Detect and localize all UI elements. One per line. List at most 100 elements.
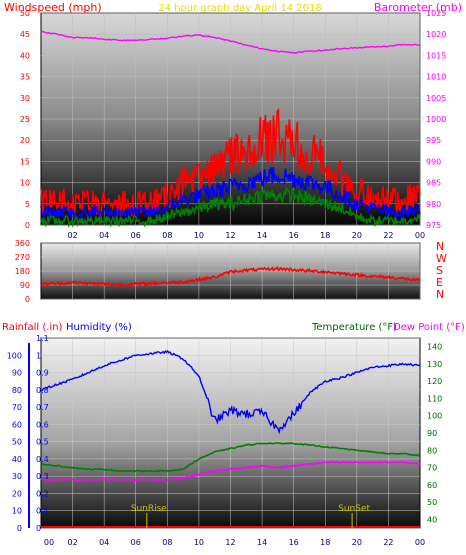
direction-panel-grid (41, 242, 421, 300)
humidity-tick-0: 0 (17, 524, 22, 533)
windspeed-title: Windspeed (mph) (4, 1, 102, 14)
rain-tick-0: 0 (36, 524, 41, 533)
dewpoint-title: Dew Point (°F) (393, 322, 465, 333)
direction-left-tick-0: 0 (25, 295, 30, 304)
climate-x-tick-11: 22 (383, 538, 393, 547)
climate-x-tick-8: 16 (289, 538, 299, 547)
wind-left-tick-1: 5 (25, 200, 30, 209)
wind-x-tick-8: 18 (320, 231, 330, 240)
humidity-tick-4: 40 (12, 455, 22, 464)
rain-tick-10: 1 (36, 351, 41, 360)
graph-date-title: 24 hour graph day April 14 2018 (158, 3, 321, 14)
temperature-tick-7: 110 (427, 394, 442, 403)
rain-tick-9: 0.9 (36, 369, 49, 378)
wind-left-tick-4: 20 (20, 136, 30, 145)
compass-label-2: W (436, 252, 447, 265)
wind-x-tick-1: 04 (99, 231, 109, 240)
wind-x-tick-4: 10 (194, 231, 204, 240)
wind-x-tick-3: 08 (162, 231, 172, 240)
humidity-series (40, 349, 421, 435)
wind-right-tick-9: 1020 (426, 30, 446, 39)
wind-x-tick-7: 16 (289, 231, 299, 240)
temperature-series (40, 442, 421, 473)
compass-label-3: S (436, 264, 443, 277)
climate-x-tick-6: 12 (225, 538, 235, 547)
climate-x-tick-9: 18 (320, 538, 330, 547)
wind-right-tick-1: 980 (426, 200, 441, 209)
rain-tick-11: 1.1 (36, 334, 49, 343)
climate-x-tick-5: 10 (194, 538, 204, 547)
wind-right-tick-7: 1010 (426, 73, 446, 82)
rain-tick-5: 0.5 (36, 438, 49, 447)
climate-x-tick-4: 08 (162, 538, 172, 547)
rain-tick-7: 0.7 (36, 403, 49, 412)
compass-label-1: N (436, 240, 444, 253)
compass-label-4: E (436, 276, 443, 289)
wind-series-0 (40, 107, 421, 219)
rainfall-title: Rainfall (.in) (2, 322, 63, 333)
wind-left-tick-7: 35 (20, 73, 30, 82)
wind-right-tick-0: 975 (426, 221, 441, 230)
temperature-tick-10: 140 (427, 343, 442, 352)
temperature-tick-1: 50 (427, 498, 437, 507)
rain-tick-1: 0.1 (36, 507, 49, 516)
direction-series (40, 266, 421, 288)
climate-x-tick-12: 00 (415, 538, 425, 547)
wind-right-tick-2: 985 (426, 179, 441, 188)
temperature-title: Temperature (°F) (311, 322, 397, 333)
direction-left-tick-3: 270 (15, 253, 30, 262)
wind-left-tick-5: 25 (20, 115, 30, 124)
wind-x-tick-10: 22 (383, 231, 393, 240)
direction-left-tick-2: 180 (15, 267, 30, 276)
humidity-tick-3: 30 (12, 472, 22, 481)
humidity-tick-8: 80 (12, 386, 22, 395)
wind-x-tick-2: 06 (131, 231, 141, 240)
wind-series-2 (40, 186, 421, 229)
humidity-tick-1: 10 (12, 507, 22, 516)
rain-tick-6: 0.6 (36, 420, 49, 429)
wind-right-tick-5: 1000 (426, 115, 446, 124)
temperature-tick-6: 100 (427, 412, 442, 421)
temperature-tick-0: 40 (427, 515, 437, 524)
barometer-title: Barometer (mb) (374, 1, 462, 14)
climate-x-tick-7: 14 (257, 538, 267, 547)
temperature-tick-5: 90 (427, 429, 437, 438)
humidity-tick-10: 100 (7, 351, 22, 360)
humidity-tick-6: 60 (12, 420, 22, 429)
wind-right-tick-10: 1025 (426, 9, 446, 18)
humidity-tick-7: 70 (12, 403, 22, 412)
direction-left-tick-4: 360 (15, 239, 30, 248)
rain-tick-3: 0.3 (36, 472, 49, 481)
wind-left-tick-3: 15 (20, 157, 30, 166)
compass-label-5: N (436, 288, 444, 301)
wind-x-tick-5: 12 (225, 231, 235, 240)
temperature-tick-3: 70 (427, 464, 437, 473)
rain-tick-2: 0.2 (36, 489, 49, 498)
climate-x-tick-3: 06 (131, 538, 141, 547)
barometer-series (40, 30, 421, 54)
climate-panel-grid (41, 337, 420, 529)
wind-left-tick-2: 10 (20, 179, 30, 188)
wind-series-1 (40, 166, 421, 221)
humidity-tick-9: 90 (12, 369, 22, 378)
wind-x-tick-0: 02 (67, 231, 77, 240)
wind-right-tick-4: 995 (426, 136, 441, 145)
series-lines (40, 30, 421, 528)
sunset-label: SunSet (338, 504, 370, 514)
wind-left-tick-0: 0 (25, 221, 30, 230)
temperature-tick-4: 80 (427, 446, 437, 455)
wind-right-tick-8: 1015 (426, 51, 446, 60)
sunrise-label: SunRise (131, 504, 168, 514)
wind-right-tick-3: 990 (426, 157, 441, 166)
climate-x-tick-0: 00 (44, 538, 54, 547)
wind-left-tick-6: 30 (20, 94, 30, 103)
wind-x-tick-9: 20 (352, 231, 362, 240)
wind-left-tick-8: 40 (20, 51, 30, 60)
temperature-tick-2: 60 (427, 481, 437, 490)
wind-right-tick-6: 1005 (426, 94, 446, 103)
wind-x-tick-11: 00 (415, 231, 425, 240)
wind-left-tick-10: 50 (20, 9, 30, 18)
climate-x-tick-2: 04 (99, 538, 109, 547)
